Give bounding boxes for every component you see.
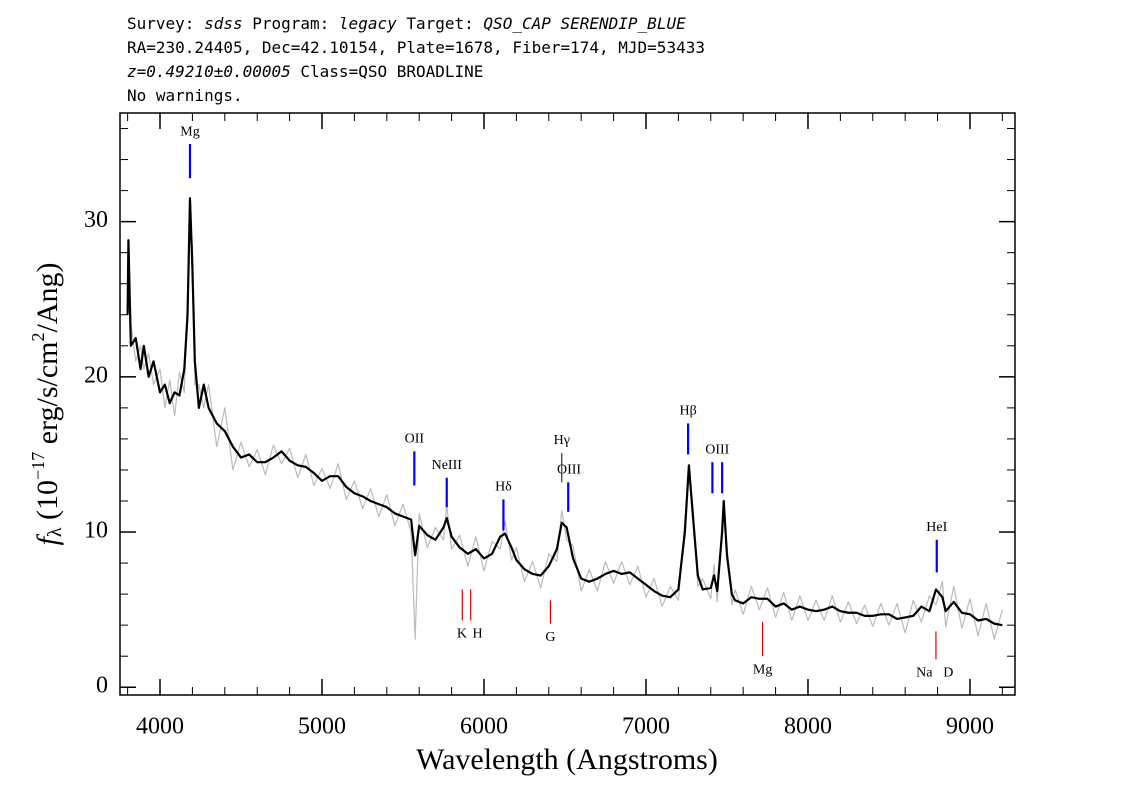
y-tick-label: 30 [84,207,108,233]
x-tick-label: 5000 [298,714,346,740]
header-text: Program: [243,14,339,33]
line-label: G [545,630,555,645]
header-text: QSO_CAP SERENDIP_BLUE [483,14,686,33]
x-tick-label: 4000 [136,714,184,740]
x-tick-label: 8000 [784,714,832,740]
y-tick-label: 10 [84,518,108,544]
line-label: H [472,627,482,642]
line-label: OIII [705,442,729,457]
header-text: sdss [204,14,243,33]
line-label: NeIII [432,458,463,473]
header-line: No warnings. [127,86,243,105]
line-label: OIII [557,463,581,478]
header-text: Class=QSO BROADLINE [291,62,484,81]
y-axis-title-part: 2 [28,333,48,342]
header-text: legacy [339,14,397,33]
x-tick-label: 9000 [946,714,994,740]
y-axis-title-part: λ [44,527,66,537]
y-tick-label: 0 [96,673,108,699]
line-label: HeI [926,520,947,535]
header-text: RA=230.24405, Dec=42.10154, Plate=1678, … [127,38,705,57]
y-axis-title-part: /Ang) [31,263,64,333]
plot-area: Mg OII NeIII Hδ Hγ OIII Hβ OIII HeI K H G Mg Na D [126,124,1003,681]
x-tick-label: 7000 [622,714,670,740]
y-axis-title-part: −17 [28,452,48,480]
header-line: z=0.49210±0.00005 Class=QSO BROADLINE [127,62,483,81]
line-label: D [943,666,953,681]
line-label: K [457,627,467,642]
plot-frame [119,112,1016,696]
header-line: Survey: sdss Program: legacy Target: QSO… [127,14,686,33]
header-line: RA=230.24405, Dec=42.10154, Plate=1678, … [127,38,705,57]
spectrum-line [126,197,1003,627]
y-axis-title-part: (10 [31,480,64,528]
x-axis-title: Wavelength (Angstroms) [416,743,718,776]
header-text: z=0.49210±0.00005 [127,62,291,81]
header-text: Survey: [127,14,204,33]
line-label: Mg [753,662,772,677]
line-label: Hδ [495,480,512,495]
header-text: Target: [397,14,484,33]
x-tick-label: 6000 [460,714,508,740]
line-label: Hβ [679,404,696,419]
y-axis-title: fλ (10−17 erg/s/cm2/Ang) [28,263,65,546]
line-label: Hγ [554,433,570,448]
line-label: Mg [180,124,199,139]
line-label: OII [405,432,425,447]
line-label: Na [916,666,933,681]
header-text: No warnings. [127,86,243,105]
y-axis-title-part: erg/s/cm [31,342,64,452]
y-tick-label: 20 [84,362,108,388]
